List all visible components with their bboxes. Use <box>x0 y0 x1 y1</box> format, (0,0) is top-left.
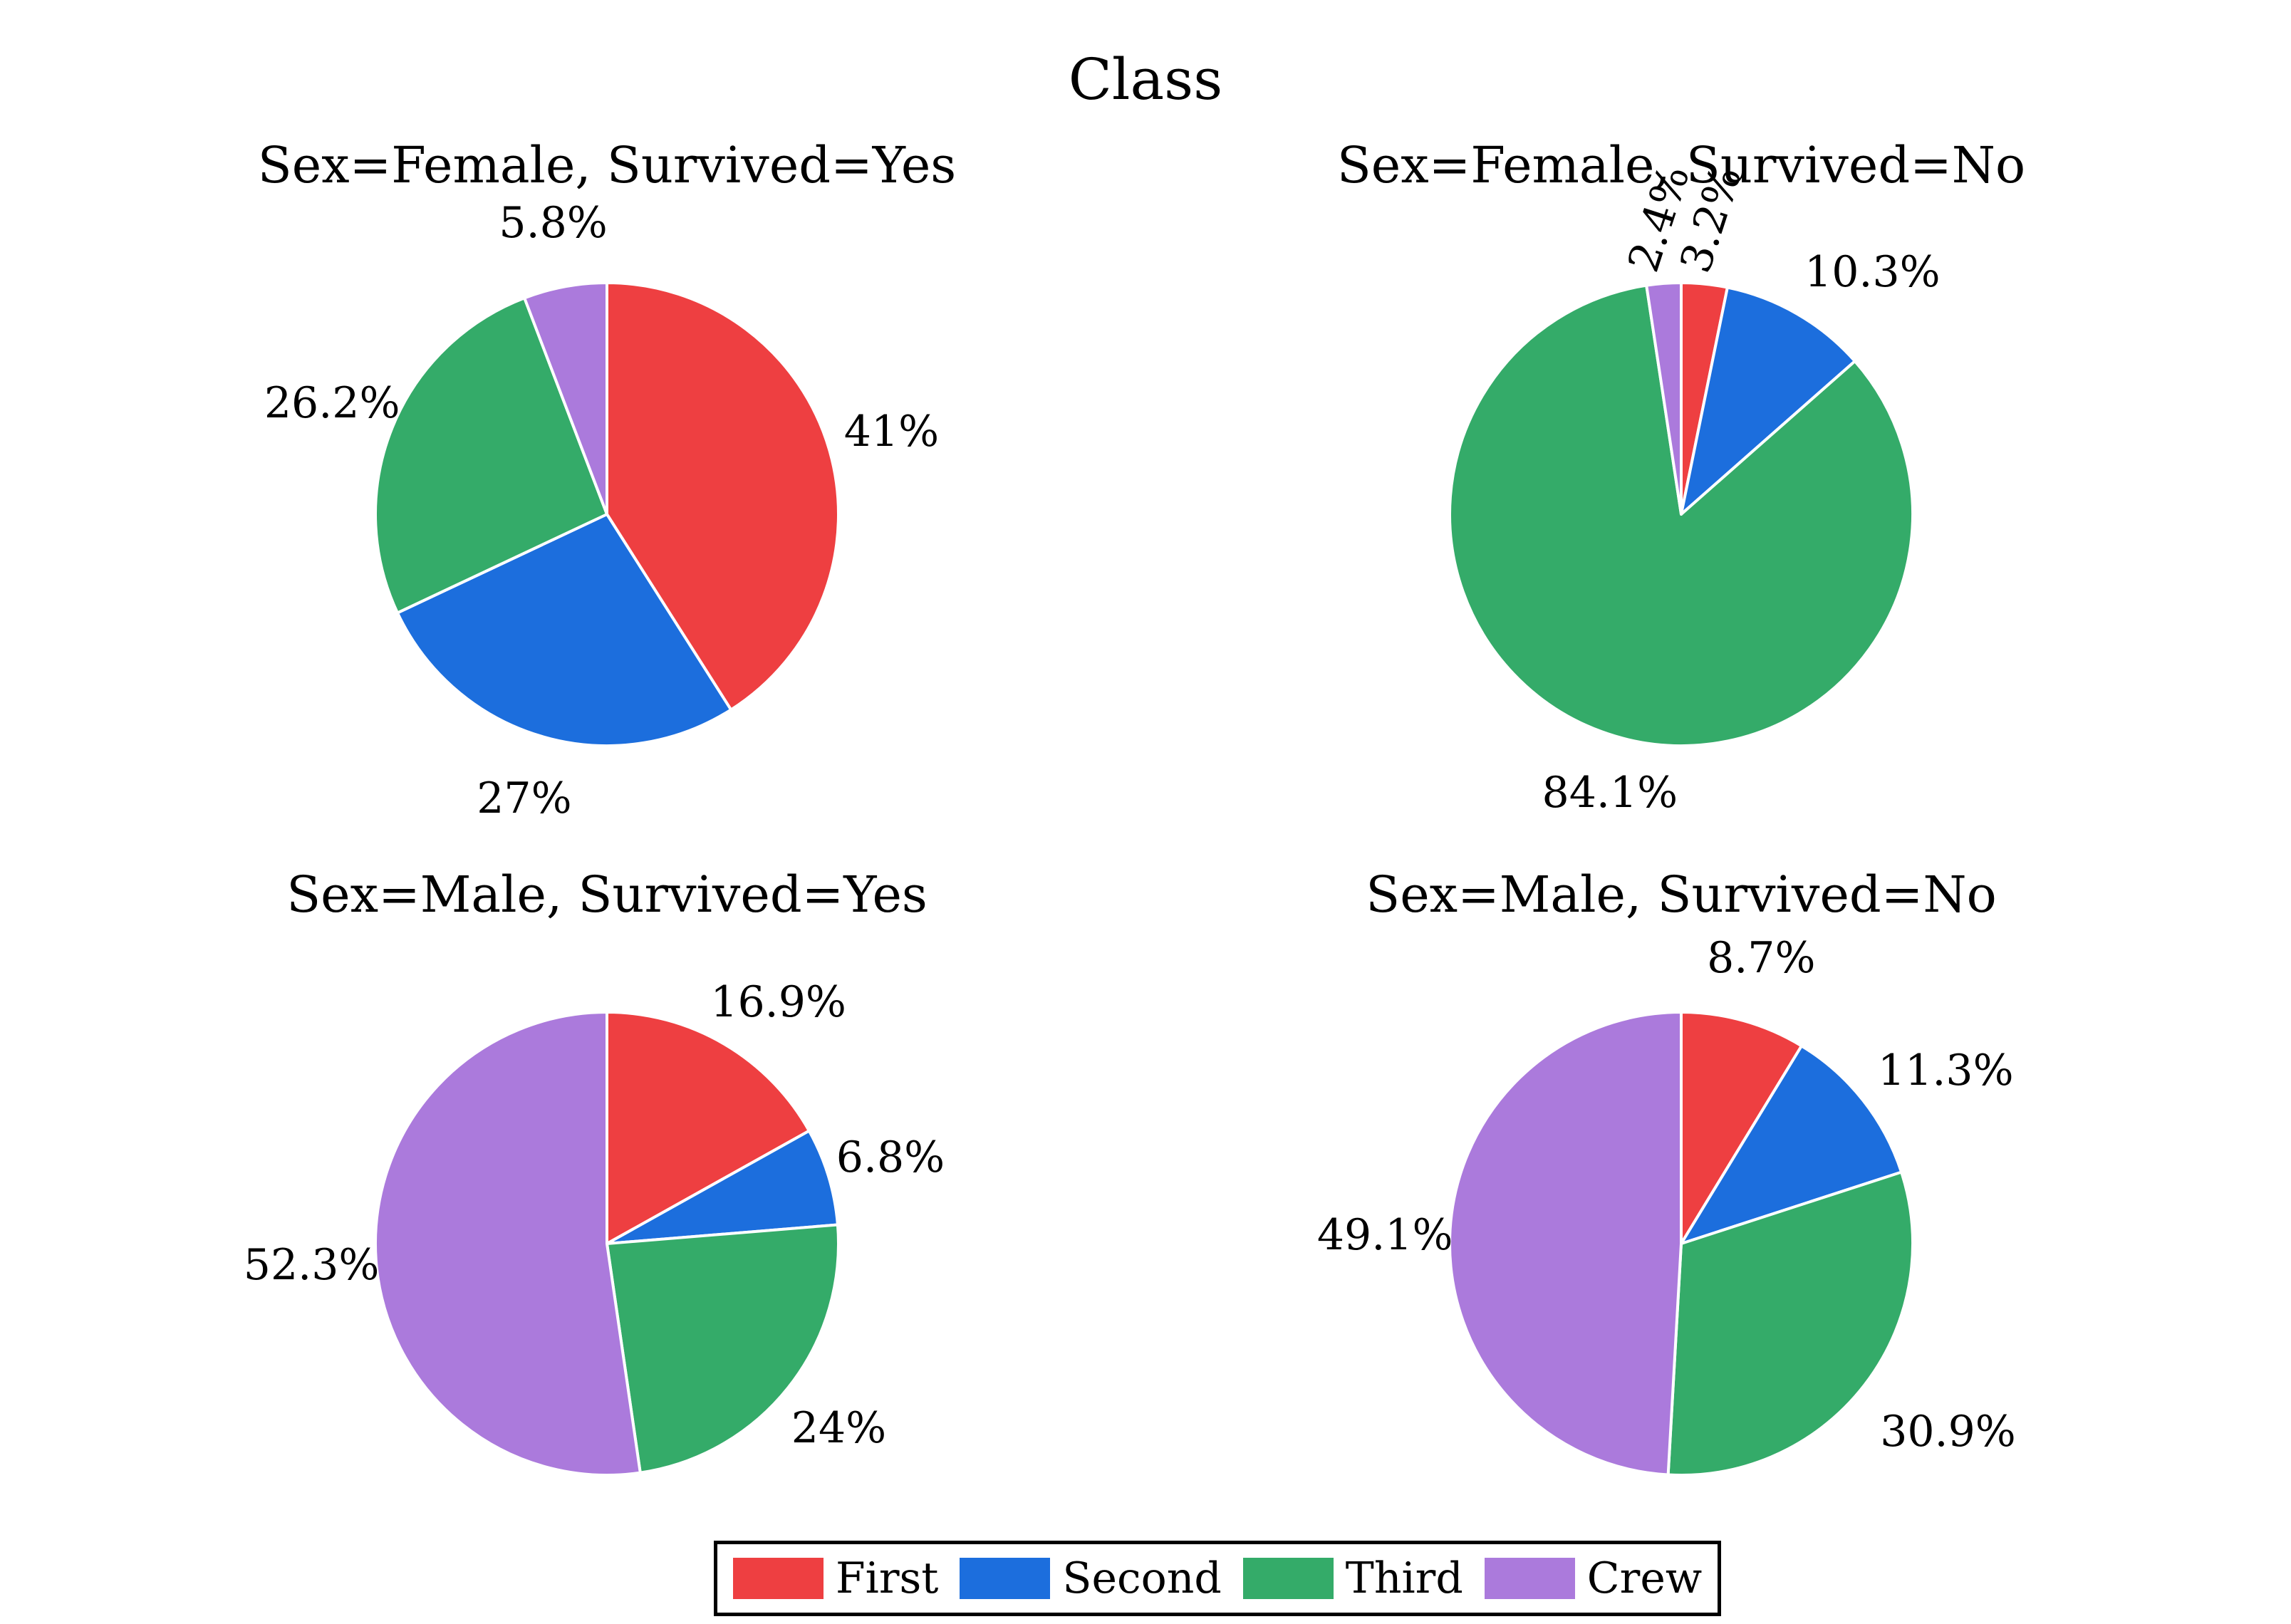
pct-label-second-3: 11.3% <box>1877 1045 2014 1095</box>
pie-2 <box>374 1011 840 1477</box>
pct-label-second-1: 10.3% <box>1804 246 1941 297</box>
wedge-crew-2 <box>374 1011 642 1477</box>
pie-title-3: Sex=Male, Survived=No <box>1366 865 1997 924</box>
legend-item-second: Second <box>960 1553 1222 1603</box>
pie-0 <box>374 281 840 747</box>
legend-item-crew: Crew <box>1484 1553 1703 1603</box>
wedge-second-3 <box>1680 1044 1903 1245</box>
legend-swatch-second <box>960 1558 1051 1599</box>
wedge-third-0 <box>374 296 608 615</box>
wedge-second-2 <box>606 1129 839 1245</box>
pct-label-crew-2: 52.3% <box>243 1240 380 1291</box>
pct-label-first-3: 8.7% <box>1707 933 1816 984</box>
pie-title-1: Sex=Female, Survived=No <box>1336 136 2026 194</box>
wedge-first-2 <box>606 1011 811 1245</box>
wedge-second-0 <box>395 513 733 747</box>
wedge-first-3 <box>1680 1011 1803 1245</box>
pie-1 <box>1448 281 1914 747</box>
pct-label-third-1: 84.1% <box>1542 767 1678 818</box>
pct-label-third-2: 24% <box>791 1403 887 1454</box>
legend-label-third: Third <box>1345 1553 1463 1603</box>
pie-title-0: Sex=Female, Survived=Yes <box>257 136 957 194</box>
pct-label-second-0: 27% <box>477 774 572 824</box>
legend: First Second Third Crew <box>714 1541 1722 1616</box>
pct-label-third-3: 30.9% <box>1880 1406 2016 1457</box>
pct-label-second-2: 6.8% <box>836 1132 945 1182</box>
pct-label-third-0: 26.2% <box>264 378 400 429</box>
wedge-second-1 <box>1680 286 1856 516</box>
legend-item-first: First <box>733 1557 938 1600</box>
pct-label-first-2: 16.9% <box>710 977 846 1028</box>
pct-label-crew-3: 49.1% <box>1316 1210 1453 1261</box>
wedge-crew-0 <box>523 281 608 516</box>
wedge-crew-3 <box>1448 1011 1683 1477</box>
pie-title-2: Sex=Male, Survived=Yes <box>286 865 928 924</box>
pct-label-crew-0: 5.8% <box>499 197 608 248</box>
wedge-third-3 <box>1666 1170 1914 1477</box>
legend-item-third: Third <box>1242 1553 1463 1603</box>
legend-label-first: First <box>836 1553 939 1603</box>
wedge-third-2 <box>606 1223 840 1474</box>
legend-swatch-crew <box>1484 1558 1575 1599</box>
figure-title: Class <box>1068 46 1223 113</box>
wedge-crew-1 <box>1645 281 1683 516</box>
legend-label-crew: Crew <box>1586 1553 1703 1603</box>
pie-3 <box>1448 1011 1914 1477</box>
legend-swatch-first <box>733 1558 824 1599</box>
legend-label-second: Second <box>1062 1553 1222 1603</box>
legend-swatch-third <box>1242 1558 1334 1599</box>
pct-label-first-0: 41% <box>843 406 940 457</box>
